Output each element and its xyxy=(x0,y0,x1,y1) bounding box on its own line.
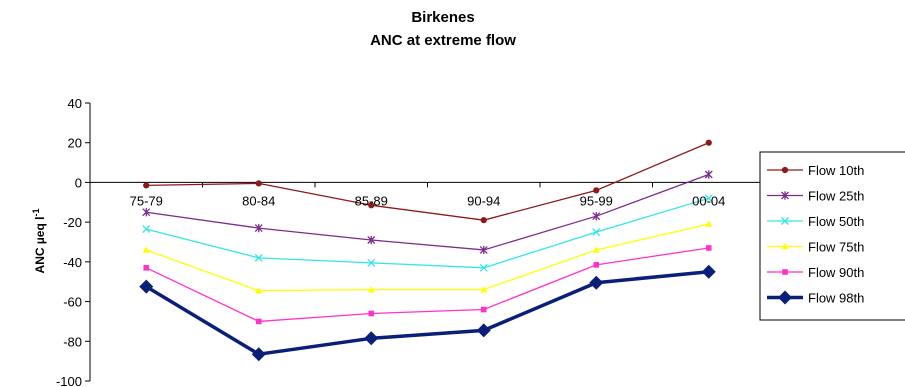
data-point xyxy=(255,180,262,187)
data-point xyxy=(593,262,600,268)
data-point xyxy=(592,228,601,237)
legend-label: Flow 98th xyxy=(808,291,864,306)
data-point xyxy=(254,253,263,262)
series-flow-98th xyxy=(139,264,716,362)
data-point xyxy=(589,275,604,290)
y-axis-label-text: ANC µeq l xyxy=(33,217,47,274)
data-point xyxy=(367,286,375,293)
data-point xyxy=(251,347,266,362)
legend-label: Flow 25th xyxy=(808,189,864,204)
data-point xyxy=(143,265,150,271)
data-point xyxy=(704,194,713,203)
series-flow-90th xyxy=(143,245,712,325)
data-point xyxy=(705,220,713,227)
data-point xyxy=(367,235,376,245)
data-point xyxy=(705,245,712,251)
legend-entry: Flow 90th xyxy=(767,265,864,280)
legend-entry: Flow 25th xyxy=(767,189,864,204)
x-tick-label: 75-79 xyxy=(130,193,163,208)
chart-subtitle: ANC at extreme flow xyxy=(370,32,516,49)
series-flow-25th xyxy=(142,170,713,255)
data-point xyxy=(781,191,789,200)
y-tick-label: -40 xyxy=(63,255,82,270)
data-point xyxy=(480,286,488,293)
y-tick-label: 40 xyxy=(68,96,82,111)
series-flow-75th xyxy=(142,220,713,294)
data-point xyxy=(778,290,792,305)
data-point xyxy=(705,139,712,146)
data-point xyxy=(781,217,789,225)
data-point xyxy=(255,287,263,294)
legend: Flow 10th Flow 25th Flow 50th Flow 75th Flow… xyxy=(767,163,864,306)
data-point xyxy=(701,264,716,279)
y-tick-label: -60 xyxy=(63,295,82,310)
y-tick-label: 0 xyxy=(75,175,82,190)
y-tick-label: -100 xyxy=(56,374,82,387)
data-point xyxy=(592,211,601,221)
data-point xyxy=(368,310,375,317)
data-point xyxy=(476,323,491,338)
data-point xyxy=(368,202,375,209)
data-point xyxy=(593,187,600,194)
data-point xyxy=(367,258,376,267)
x-tick-label: 00-04 xyxy=(692,193,725,208)
x-tick-label: 85-89 xyxy=(355,193,388,208)
series-line xyxy=(146,197,709,269)
x-tick-label: 95-99 xyxy=(580,193,613,208)
data-point xyxy=(254,223,263,233)
legend-entry: Flow 10th xyxy=(767,163,864,178)
data-point xyxy=(704,170,713,179)
series-flow-50th xyxy=(142,194,713,272)
axes: 40 20 0 -20 -40 -60 -80 -100 xyxy=(56,96,766,387)
data-point xyxy=(781,166,789,174)
data-point xyxy=(480,217,487,224)
y-tick-label: -80 xyxy=(63,334,82,349)
legend-entry: Flow 75th xyxy=(767,240,864,255)
x-tick-labels: 75-79 80-84 85-89 90-94 95-99 00-04 xyxy=(130,193,726,208)
data-point xyxy=(364,331,379,346)
x-tick-label: 80-84 xyxy=(242,193,275,208)
y-tick-label: -20 xyxy=(63,215,82,230)
legend-label: Flow 75th xyxy=(808,240,864,255)
legend-entry: Flow 98th xyxy=(767,290,864,306)
legend-label: Flow 10th xyxy=(808,163,864,178)
y-axis-label: ANC µeq l-1 xyxy=(31,209,47,274)
data-point xyxy=(255,318,262,325)
chart-title: Birkenes xyxy=(411,9,474,26)
data-point xyxy=(142,246,150,253)
x-tick-label: 90-94 xyxy=(467,193,500,208)
y-axis-label-superscript: -1 xyxy=(31,209,41,217)
series-line xyxy=(146,173,709,251)
data-point xyxy=(781,243,789,250)
data-point xyxy=(479,263,488,272)
data-point xyxy=(479,245,488,255)
data-point xyxy=(142,225,151,234)
legend-entry: Flow 50th xyxy=(767,214,864,229)
series-line xyxy=(146,223,709,292)
data-point xyxy=(480,306,487,313)
data-point xyxy=(143,182,150,189)
legend-label: Flow 90th xyxy=(808,265,864,280)
data-point xyxy=(142,208,151,217)
data-point xyxy=(592,246,600,253)
series-line xyxy=(145,270,709,357)
data-point xyxy=(139,279,154,294)
series-line xyxy=(145,247,709,323)
series-flow-10th xyxy=(143,139,712,224)
y-tick-label: 20 xyxy=(68,136,82,151)
series-line xyxy=(146,142,710,221)
series-layer xyxy=(139,139,716,362)
data-point xyxy=(782,269,788,275)
legend-label: Flow 50th xyxy=(808,214,864,229)
